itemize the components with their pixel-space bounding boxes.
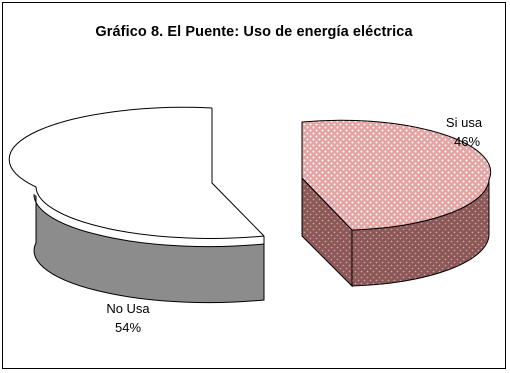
- label-si-usa: Si usa: [446, 115, 483, 130]
- slice-si-usa: [301, 119, 492, 288]
- slice-si-usa-top: [301, 119, 492, 231]
- slice-no-usa-top-outline: [8, 106, 265, 239]
- label-no-usa: No Usa: [106, 301, 150, 316]
- label-no-usa-pct: 54%: [115, 320, 141, 335]
- label-si-usa-pct: 46%: [454, 134, 480, 149]
- slice-no-usa: [8, 106, 265, 304]
- chart-title: Gráfico 8. El Puente: Uso de energía elé…: [95, 24, 413, 40]
